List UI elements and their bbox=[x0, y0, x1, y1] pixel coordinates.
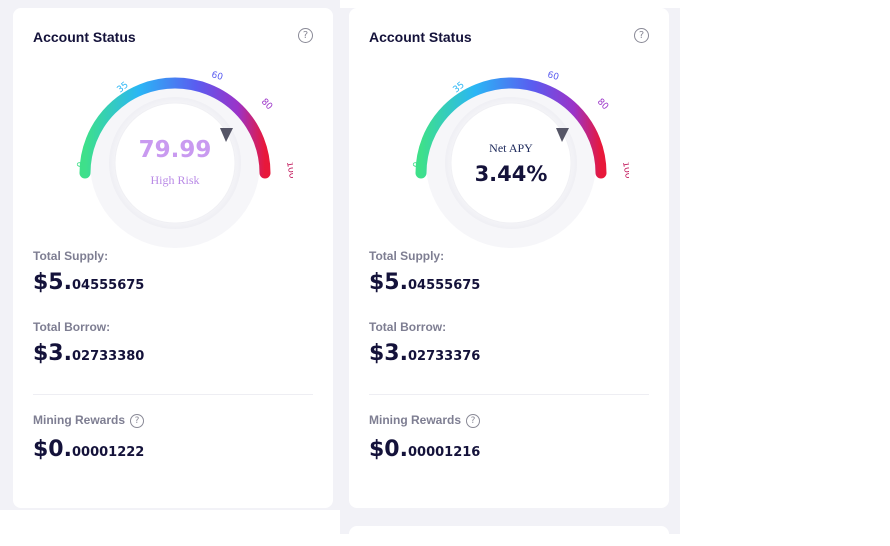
gauge-arc bbox=[415, 77, 607, 179]
tick-label-60: 60 bbox=[546, 70, 560, 83]
mining-rewards-value: $0.00001222 bbox=[33, 437, 145, 462]
apy-gauge: 0 35 60 80 100 Net APY 3.44% bbox=[393, 58, 633, 258]
tick-label-0: 0 bbox=[76, 161, 87, 169]
tick-label-60: 60 bbox=[210, 70, 224, 83]
triangle-pointer-icon bbox=[220, 128, 233, 142]
mining-rewards-value: $0.00001216 bbox=[369, 437, 481, 462]
total-borrow-value: $3.02733380 bbox=[33, 341, 145, 366]
mining-rewards-label: Mining Rewards? bbox=[33, 413, 145, 428]
tick-label-100: 100 bbox=[620, 161, 629, 180]
risk-value: 79.99 bbox=[138, 136, 212, 163]
total-supply-value: $5.04555675 bbox=[33, 270, 145, 295]
gauge-svg: 0 35 60 80 100 bbox=[76, 70, 297, 248]
tick-label-100: 100 bbox=[284, 161, 293, 180]
question-circle-icon[interactable]: ? bbox=[634, 28, 649, 43]
total-supply-value: $5.04555675 bbox=[369, 270, 481, 295]
triangle-pointer-icon bbox=[556, 128, 569, 142]
net-apy-label: Net APY bbox=[489, 140, 533, 155]
risk-label: High Risk bbox=[150, 172, 200, 187]
tick-label-80: 80 bbox=[259, 97, 274, 112]
card-title: Account Status bbox=[369, 29, 472, 45]
risk-gauge: 0 35 60 80 100 79.99 High Risk bbox=[57, 58, 297, 258]
divider bbox=[33, 394, 313, 395]
total-supply-label: Total Supply: bbox=[33, 249, 109, 263]
question-circle-icon[interactable]: ? bbox=[298, 28, 313, 43]
mining-rewards-label: Mining Rewards? bbox=[369, 413, 481, 428]
net-apy-value: 3.44% bbox=[474, 161, 548, 186]
tick-label-0: 0 bbox=[412, 161, 423, 169]
total-borrow-label: Total Borrow: bbox=[33, 320, 111, 334]
gauge-center: Net APY 3.44% bbox=[449, 101, 573, 225]
gauge-center: 79.99 High Risk bbox=[113, 101, 237, 225]
divider bbox=[369, 394, 649, 395]
card-title: Account Status bbox=[33, 29, 136, 45]
question-circle-icon[interactable]: ? bbox=[466, 413, 481, 428]
next-card-edge bbox=[349, 526, 669, 546]
total-supply-label: Total Supply: bbox=[369, 249, 445, 263]
total-borrow-value: $3.02733376 bbox=[369, 341, 481, 366]
gauge-arc bbox=[79, 77, 271, 179]
tick-label-80: 80 bbox=[595, 97, 610, 112]
account-status-card-apy: Account Status ? 0 bbox=[349, 8, 669, 508]
total-borrow-label: Total Borrow: bbox=[369, 320, 447, 334]
question-circle-icon[interactable]: ? bbox=[130, 413, 145, 428]
account-status-card-risk: Account Status ? bbox=[13, 8, 333, 508]
gauge-svg: 0 35 60 80 100 bbox=[412, 70, 633, 248]
